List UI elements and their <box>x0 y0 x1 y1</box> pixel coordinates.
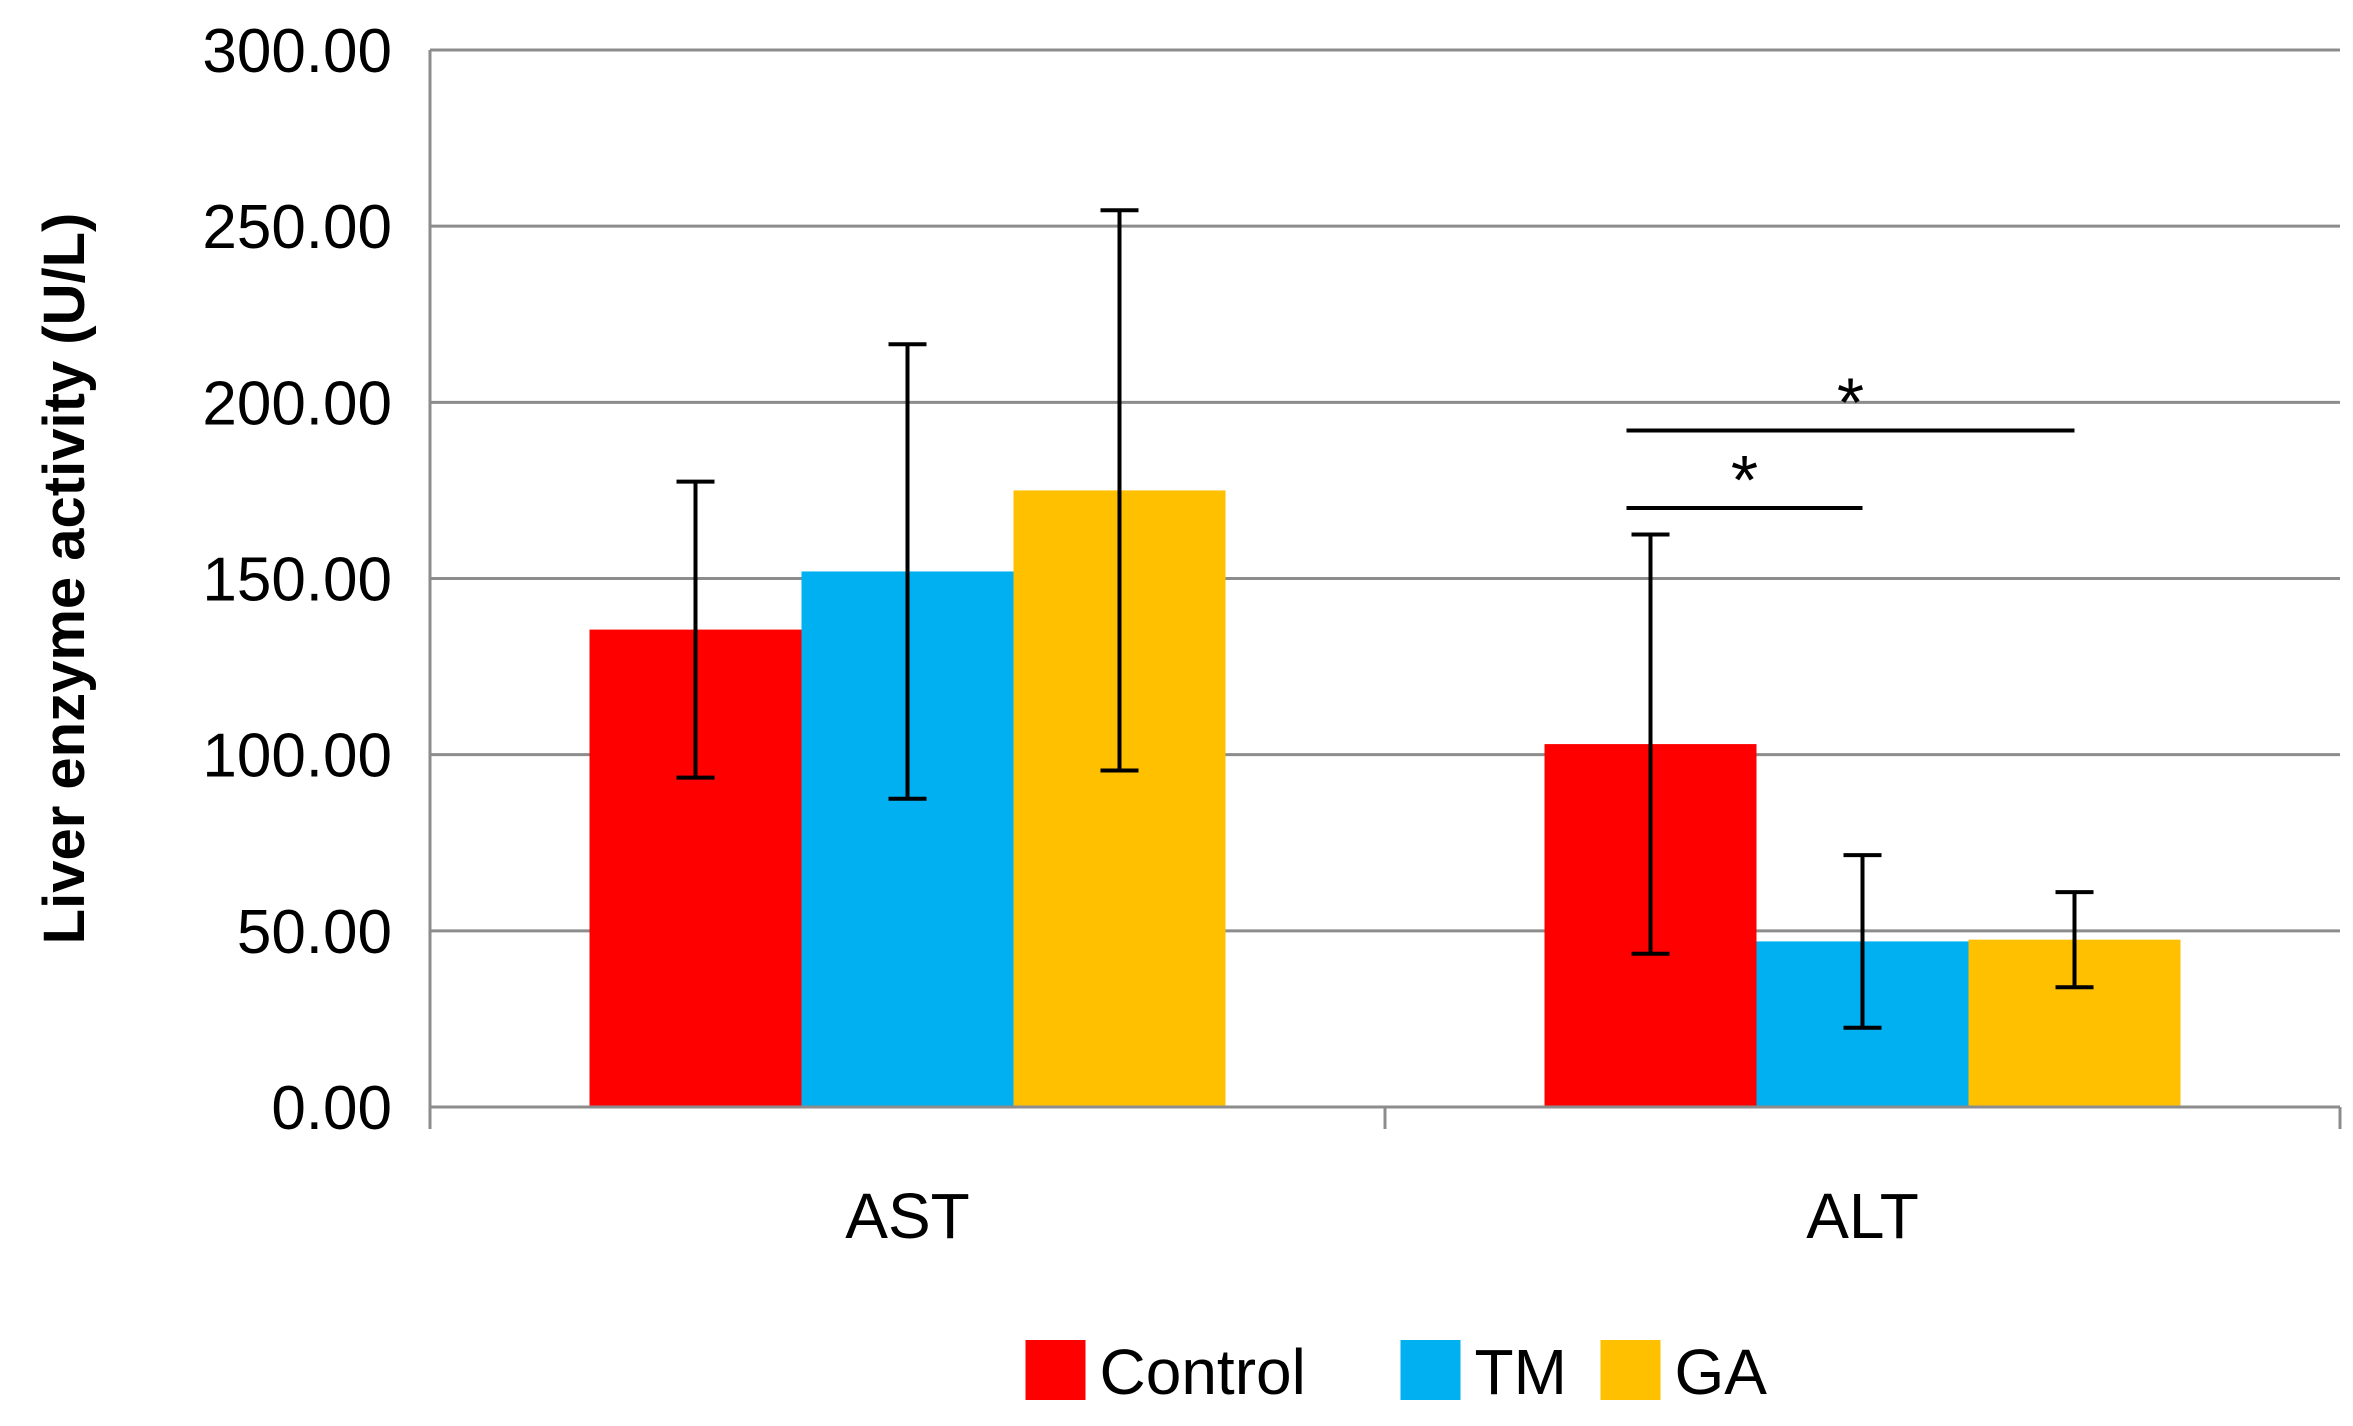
x-category-label: ALT <box>1806 1180 1919 1252</box>
legend-swatch-control <box>1025 1340 1086 1400</box>
y-tick-label: 250.00 <box>202 193 392 262</box>
significance-star: * <box>1731 441 1758 519</box>
significance-star: * <box>1837 364 1864 442</box>
y-tick-label: 300.00 <box>202 17 392 86</box>
bars <box>589 490 2181 1108</box>
legend-swatch-tm <box>1400 1340 1461 1400</box>
x-category-label: AST <box>845 1180 969 1252</box>
legend: Control TM GA <box>1025 1336 1768 1408</box>
y-tick-label: 50.00 <box>237 898 392 967</box>
legend-label-ga: GA <box>1675 1336 1768 1408</box>
legend-label-control: Control <box>1100 1336 1306 1408</box>
y-axis-label: Liver enzyme activity (U/L) <box>32 213 97 945</box>
y-tick-label: 0.00 <box>271 1074 392 1143</box>
y-tick-label: 150.00 <box>202 546 392 615</box>
y-tick-label: 100.00 <box>202 722 392 791</box>
axes <box>428 50 2342 1129</box>
y-tick-label: 200.00 <box>202 369 392 438</box>
error-bars <box>676 208 2094 1030</box>
significance-annotations: ** <box>1626 364 2075 519</box>
x-category-labels: AST ALT <box>845 1180 1919 1252</box>
legend-swatch-ga <box>1600 1340 1661 1400</box>
y-tick-labels: 0.00 50.00 100.00 150.00 200.00 250.00 300.00 <box>202 17 392 1143</box>
legend-label-tm: TM <box>1475 1336 1567 1408</box>
